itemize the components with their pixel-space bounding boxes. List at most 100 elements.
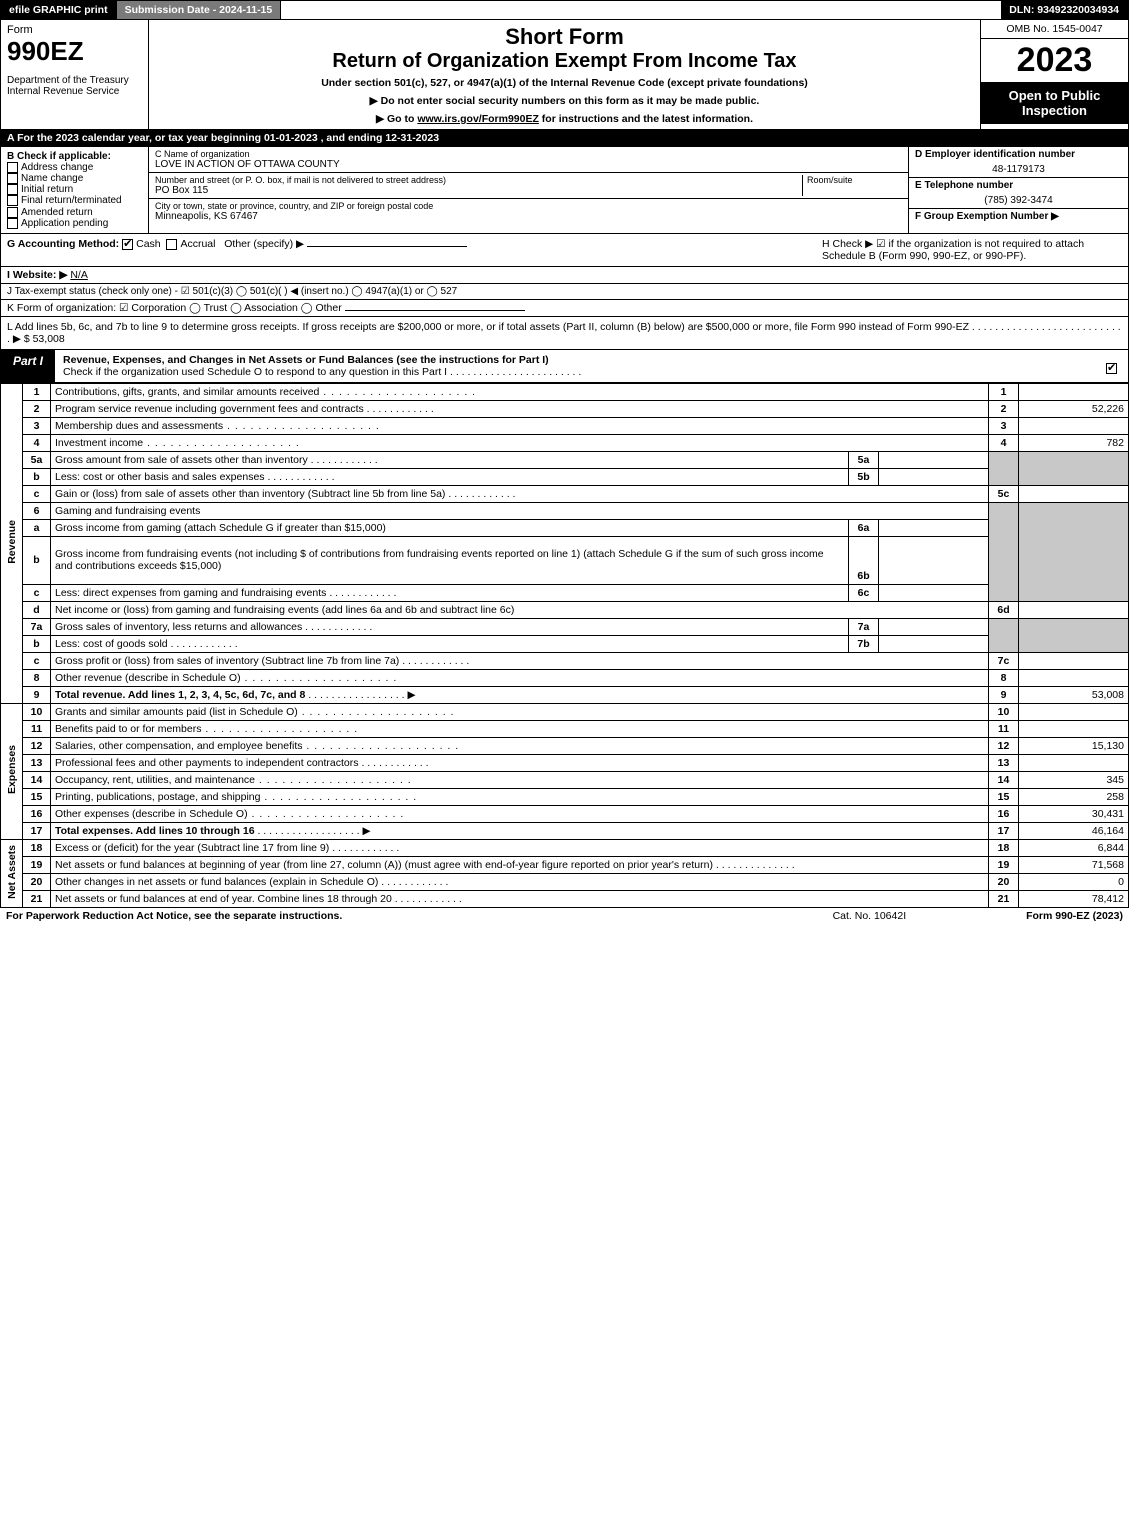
col-c: C Name of organization LOVE IN ACTION OF…	[149, 147, 908, 233]
form-header: Form 990EZ Department of the Treasury In…	[0, 20, 1129, 130]
line-17: Total expenses. Add lines 10 through 16 …	[51, 822, 989, 839]
row-l: L Add lines 5b, 6c, and 7b to line 9 to …	[0, 317, 1129, 350]
part-1-title: Revenue, Expenses, and Changes in Net As…	[55, 350, 1098, 382]
d-tel: (785) 392-3474	[909, 193, 1128, 208]
instr-1: ▶ Do not enter social security numbers o…	[153, 95, 976, 107]
d-ein-lbl: D Employer identification number	[909, 147, 1128, 162]
val-18: 6,844	[1019, 839, 1129, 856]
line-1: Contributions, gifts, grants, and simila…	[51, 383, 989, 400]
b-item: Initial return	[7, 184, 142, 195]
d-ein: 48-1179173	[909, 162, 1128, 177]
dln: DLN: 93492320034934	[1001, 1, 1128, 19]
val-11	[1019, 720, 1129, 737]
submission-date: Submission Date - 2024-11-15	[117, 1, 282, 19]
line-6: Gaming and fundraising events	[51, 502, 989, 519]
val-6c	[879, 584, 989, 601]
val-12: 15,130	[1019, 737, 1129, 754]
checkbox-icon[interactable]	[7, 173, 18, 184]
line-5c: Gain or (loss) from sale of assets other…	[51, 485, 989, 502]
line-3: Membership dues and assessments	[51, 417, 989, 434]
bcd-block: B Check if applicable: Address change Na…	[0, 147, 1129, 234]
footer-cat: Cat. No. 10642I	[833, 910, 907, 922]
open-public: Open to Public Inspection	[981, 82, 1128, 124]
line-7b: Less: cost of goods sold	[51, 635, 849, 652]
form-number: 990EZ	[7, 36, 142, 67]
val-14: 345	[1019, 771, 1129, 788]
val-7a	[879, 618, 989, 635]
d-tel-lbl: E Telephone number	[909, 177, 1128, 193]
val-10	[1019, 703, 1129, 720]
line-11: Benefits paid to or for members	[51, 720, 989, 737]
checkbox-icon[interactable]	[166, 239, 177, 250]
row-k: K Form of organization: ☑ Corporation ◯ …	[0, 300, 1129, 317]
top-bar: efile GRAPHIC print Submission Date - 20…	[0, 0, 1129, 20]
b-item: Name change	[7, 173, 142, 184]
footer-right: Form 990-EZ (2023)	[1026, 910, 1123, 922]
c-room-lbl: Room/suite	[807, 175, 902, 185]
footer-left: For Paperwork Reduction Act Notice, see …	[6, 910, 342, 922]
val-6d	[1019, 601, 1129, 618]
line-14: Occupancy, rent, utilities, and maintena…	[51, 771, 989, 788]
efile-print[interactable]: efile GRAPHIC print	[1, 1, 117, 19]
checkbox-icon[interactable]	[7, 195, 18, 206]
line-2: Program service revenue including govern…	[51, 400, 989, 417]
irs-link[interactable]: www.irs.gov/Form990EZ	[417, 113, 539, 125]
line-18: Excess or (deficit) for the year (Subtra…	[51, 839, 989, 856]
line-5a: Gross amount from sale of assets other t…	[51, 451, 849, 468]
instr-2: ▶ Go to www.irs.gov/Form990EZ for instru…	[153, 113, 976, 125]
checkbox-icon[interactable]	[122, 239, 133, 250]
val-3	[1019, 417, 1129, 434]
val-6a	[879, 519, 989, 536]
checkbox-icon[interactable]	[7, 162, 18, 173]
val-2: 52,226	[1019, 400, 1129, 417]
line-6c: Less: direct expenses from gaming and fu…	[51, 584, 849, 601]
line-4: Investment income	[51, 434, 989, 451]
org-city: Minneapolis, KS 67467	[155, 211, 902, 222]
b-item: Address change	[7, 162, 142, 173]
checkbox-icon[interactable]	[7, 207, 18, 218]
line-5b: Less: cost or other basis and sales expe…	[51, 468, 849, 485]
val-19: 71,568	[1019, 856, 1129, 873]
c-city-lbl: City or town, state or province, country…	[155, 201, 902, 211]
val-7b	[879, 635, 989, 652]
footer: For Paperwork Reduction Act Notice, see …	[0, 908, 1129, 924]
h-schedule-b: H Check ▶ ☑ if the organization is not r…	[822, 238, 1122, 262]
row-a: A For the 2023 calendar year, or tax yea…	[0, 130, 1129, 147]
checkbox-icon[interactable]	[1106, 363, 1117, 374]
row-gh: G Accounting Method: Cash Accrual Other …	[0, 234, 1129, 267]
tax-year: 2023	[981, 39, 1128, 82]
val-8	[1019, 669, 1129, 686]
side-revenue: Revenue	[1, 383, 23, 703]
line-9: Total revenue. Add lines 1, 2, 3, 4, 5c,…	[51, 686, 989, 703]
b-item: Final return/terminated	[7, 195, 142, 206]
val-7c	[1019, 652, 1129, 669]
line-21: Net assets or fund balances at end of ye…	[51, 890, 989, 907]
l-value: 53,008	[33, 333, 65, 345]
line-6a: Gross income from gaming (attach Schedul…	[51, 519, 849, 536]
org-name: LOVE IN ACTION OF OTTAWA COUNTY	[155, 159, 902, 170]
val-5a	[879, 451, 989, 468]
col-b: B Check if applicable: Address change Na…	[1, 147, 149, 233]
side-net-assets: Net Assets	[1, 839, 23, 907]
b-item: Amended return	[7, 207, 142, 218]
subhead: Under section 501(c), 527, or 4947(a)(1)…	[153, 77, 976, 89]
org-street: PO Box 115	[155, 185, 802, 196]
line-13: Professional fees and other payments to …	[51, 754, 989, 771]
val-1	[1019, 383, 1129, 400]
checkbox-icon[interactable]	[7, 184, 18, 195]
val-9: 53,008	[1019, 686, 1129, 703]
b-item: Application pending	[7, 218, 142, 229]
line-15: Printing, publications, postage, and shi…	[51, 788, 989, 805]
line-7a: Gross sales of inventory, less returns a…	[51, 618, 849, 635]
val-5b	[879, 468, 989, 485]
col-d: D Employer identification number 48-1179…	[908, 147, 1128, 233]
line-8: Other revenue (describe in Schedule O)	[51, 669, 989, 686]
omb: OMB No. 1545-0047	[981, 20, 1128, 39]
part-1-label: Part I	[1, 350, 55, 382]
return-title: Return of Organization Exempt From Incom…	[153, 50, 976, 73]
line-10: Grants and similar amounts paid (list in…	[51, 703, 989, 720]
line-12: Salaries, other compensation, and employ…	[51, 737, 989, 754]
g-accounting: G Accounting Method: Cash Accrual Other …	[7, 238, 467, 262]
d-grp-lbl: F Group Exemption Number ▶	[909, 208, 1128, 224]
checkbox-icon[interactable]	[7, 218, 18, 229]
